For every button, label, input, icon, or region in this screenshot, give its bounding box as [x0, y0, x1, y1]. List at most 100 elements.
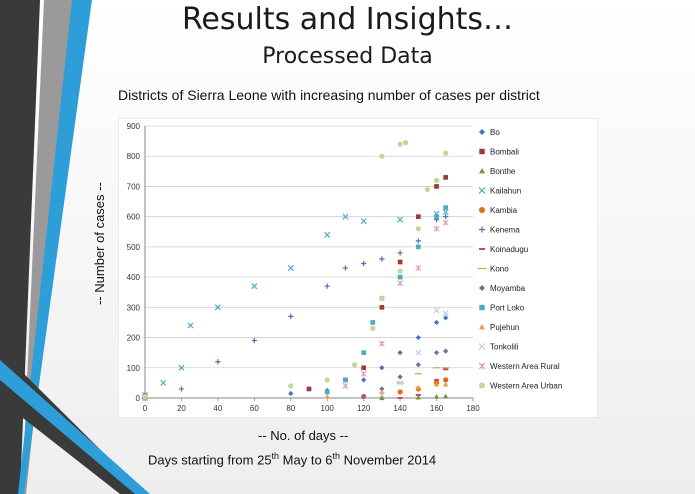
data-point — [415, 349, 422, 356]
x-tick-label: 140 — [393, 404, 407, 413]
data-point — [433, 381, 440, 387]
legend-label: Western Area Rural — [490, 362, 560, 371]
y-axis-label: -- Number of cases -- — [92, 182, 107, 305]
legend-label: Bo — [490, 128, 500, 137]
y-tick-label: 800 — [127, 152, 141, 161]
legend-marker — [479, 248, 485, 250]
data-point — [442, 219, 449, 226]
data-point — [360, 370, 367, 377]
legend-item-bonthe: Bonthe — [479, 167, 516, 176]
data-point — [415, 362, 421, 368]
data-point — [342, 265, 349, 271]
legend-item-kenema: Kenema — [479, 226, 520, 235]
data-point — [415, 226, 421, 232]
data-point — [397, 216, 404, 223]
data-point — [443, 205, 449, 210]
legend-marker — [479, 148, 485, 155]
data-point — [361, 377, 367, 383]
data-point — [343, 377, 348, 383]
legend-marker — [478, 362, 486, 370]
legend-marker — [479, 226, 485, 233]
data-point — [397, 274, 403, 280]
legend-label: Kambia — [490, 206, 518, 215]
data-point — [443, 377, 449, 383]
x-tick-label: 60 — [250, 404, 259, 413]
y-tick-label: 700 — [127, 182, 141, 191]
legend-marker — [479, 285, 485, 291]
data-point — [379, 304, 385, 310]
data-point — [433, 177, 440, 183]
chart: 0 100 200 300 400 500 600 700 800 900 0 20 40 60 80 100… — [118, 118, 598, 418]
data-point — [379, 256, 385, 262]
data-point — [324, 393, 330, 399]
legend-label: Port Loko — [490, 304, 525, 313]
data-point — [370, 325, 376, 332]
y-tick-label: 200 — [127, 334, 141, 343]
legend-label: Tonkolili — [490, 343, 519, 352]
data-point — [397, 141, 403, 147]
data-point — [370, 320, 376, 325]
x-tick-label: 120 — [357, 404, 371, 413]
data-point — [415, 244, 421, 250]
x-tick-label: 180 — [466, 404, 480, 413]
y-tick-label: 300 — [127, 303, 141, 312]
data-point — [287, 265, 294, 272]
legend-label: Kenema — [490, 226, 520, 235]
chart-area-background — [118, 118, 598, 418]
legend-label: Bonthe — [490, 167, 516, 176]
data-point — [379, 386, 385, 392]
chart-title: Districts of Sierra Leone with increasin… — [118, 87, 540, 103]
data-point — [361, 365, 367, 371]
data-point — [251, 337, 257, 344]
data-point — [415, 394, 421, 400]
data-point — [397, 250, 403, 256]
date-range-caption: Days starting from 25th May to 6th Novem… — [148, 451, 437, 468]
legend-label: Moyamba — [490, 284, 526, 293]
data-point — [351, 362, 358, 368]
data-point — [433, 393, 440, 399]
legend-marker — [478, 187, 486, 194]
data-point — [379, 365, 385, 371]
x-tick-label: 160 — [430, 404, 444, 413]
x-axis-label: -- No. of days -- — [258, 428, 349, 443]
legend-item-tonkolili: Tonkolili — [478, 343, 519, 352]
legend-label: Koinadugu — [490, 245, 528, 254]
data-point — [378, 391, 385, 399]
data-point — [397, 374, 403, 380]
data-point — [433, 225, 440, 232]
data-point — [434, 214, 439, 220]
y-tick-label: 100 — [127, 364, 141, 373]
data-point — [397, 389, 403, 395]
legend-marker — [479, 129, 485, 135]
legend-item-bombali: Bombali — [479, 148, 519, 157]
data-point — [397, 259, 403, 265]
legend-item-moyamba: Moyamba — [479, 284, 526, 293]
legend-item-western-area-urban: Western Area Urban — [479, 382, 562, 391]
data-point — [397, 280, 404, 287]
data-point — [324, 389, 330, 395]
x-tick-label: 100 — [321, 404, 335, 413]
data-point — [361, 350, 367, 356]
legend-item-kambia: Kambia — [479, 206, 518, 215]
series-kenema — [142, 214, 449, 401]
legend-marker — [479, 207, 485, 213]
legend-item-port-loko: Port Loko — [479, 304, 525, 313]
data-point — [178, 386, 185, 392]
series-western-area-urban — [142, 140, 449, 400]
data-point — [443, 214, 449, 220]
legend-item-western-area-rural: Western Area Rural — [478, 362, 560, 371]
data-point — [178, 364, 185, 371]
data-point — [324, 283, 330, 289]
data-point — [360, 218, 367, 225]
legend-label: Kono — [490, 265, 509, 274]
data-point — [443, 175, 449, 180]
data-point — [379, 295, 385, 301]
data-point — [415, 393, 421, 396]
slide-subtitle: Processed Data — [262, 44, 433, 69]
data-point — [187, 322, 194, 329]
data-point — [397, 350, 403, 356]
data-point — [214, 304, 221, 311]
data-point — [415, 238, 421, 244]
x-tick-label: 80 — [286, 404, 295, 413]
data-point — [443, 393, 449, 399]
